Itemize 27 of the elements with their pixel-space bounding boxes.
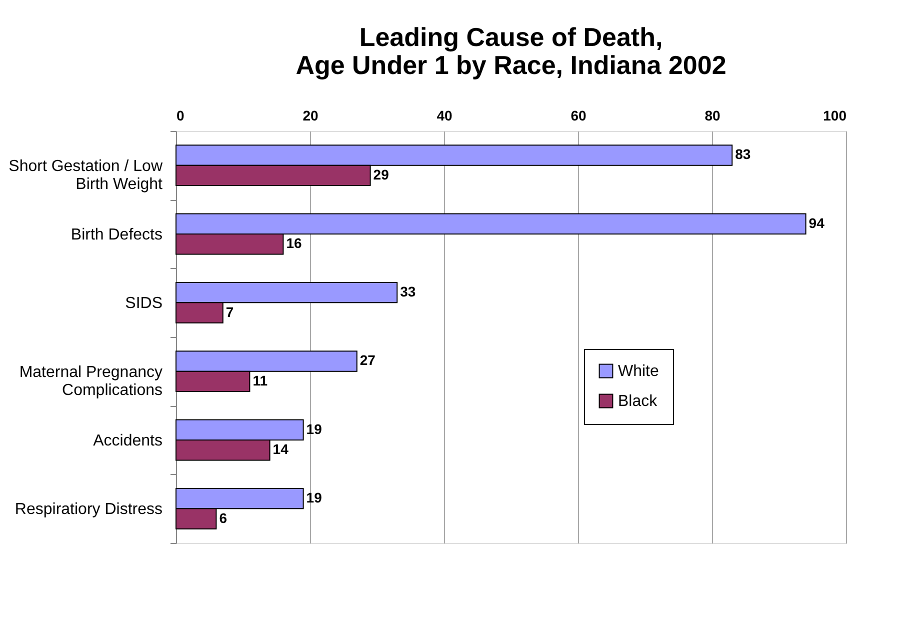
data-label: 94 [808, 214, 825, 231]
x-tick-label: 60 [570, 108, 586, 124]
data-label: 16 [286, 235, 302, 252]
data-label: 6 [219, 510, 228, 526]
data-label: 19 [306, 490, 322, 506]
x-tick-label: 0 [176, 108, 184, 124]
y-tick-label: Respiratiory Distress [14, 501, 162, 518]
y-tick-label: Birth Defects [70, 226, 162, 244]
data-label: 27 [360, 352, 376, 368]
x-tick-label: 80 [704, 108, 720, 124]
x-tick-label: 40 [436, 108, 452, 124]
data-label: 83 [735, 146, 751, 162]
y-tick-label: Maternal Pregnancy Complications [19, 364, 162, 399]
data-label: 19 [306, 420, 322, 437]
data-label: 33 [400, 284, 416, 300]
y-tick-label: Accidents [93, 432, 162, 450]
legend-label: Black [618, 393, 658, 410]
x-tick-label: 100 [823, 108, 847, 124]
chart-title: Leading Cause of Death, Age Under 1 by Race, Indiana 2002 [296, 22, 726, 80]
y-tick-label: Short Gestation / Low Birth Weight [8, 158, 164, 193]
y-tick-label: SIDS [125, 295, 162, 312]
x-tick-label: 20 [302, 108, 318, 124]
data-label: 11 [252, 372, 268, 388]
legend-label: White [618, 363, 659, 380]
data-label: 29 [373, 166, 390, 182]
data-label: 7 [226, 304, 234, 320]
data-label: 14 [272, 441, 289, 458]
